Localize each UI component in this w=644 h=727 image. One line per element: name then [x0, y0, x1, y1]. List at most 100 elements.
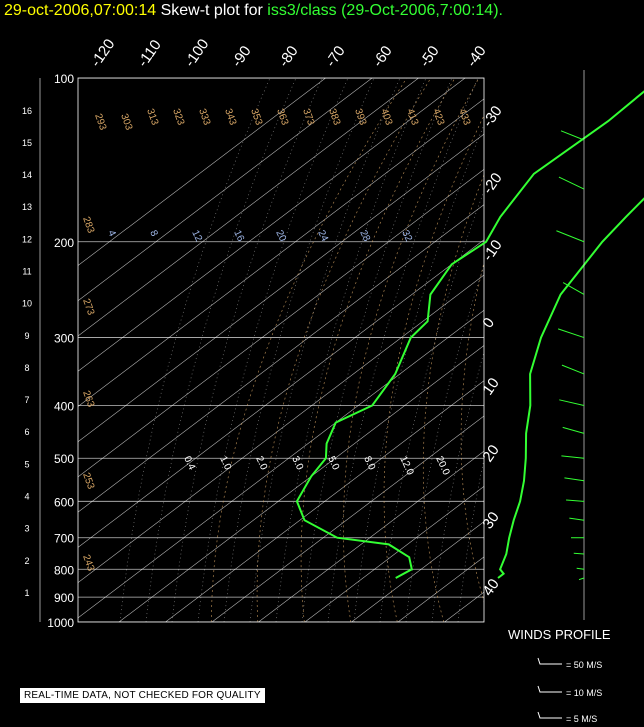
isotherm-label-right-1: -20: [479, 170, 505, 198]
winds-profile-label: WINDS PROFILE: [508, 627, 611, 642]
height-tick-16: 16: [22, 106, 32, 116]
mixing-ratio-line-6: [275, 78, 427, 622]
isentrope-label-top-2: 313: [144, 107, 160, 127]
pressure-tick-300: 300: [54, 332, 74, 346]
isotherm--120: [78, 133, 484, 443]
isotherm-0: [397, 556, 484, 622]
mixing-ratio-line-10: [379, 190, 484, 622]
height-tick-6: 6: [24, 427, 29, 437]
height-tick-12: 12: [22, 234, 32, 244]
mixing-label-lower-1: 1.0: [217, 455, 233, 473]
wind-barb-2: [556, 230, 585, 243]
isotherm-label-right-7: 40: [479, 576, 502, 599]
wind-barb-13: [573, 552, 585, 555]
isotherm-label-top-6: -60: [369, 43, 395, 71]
wind-barb-15: [578, 577, 585, 581]
pressure-tick-500: 500: [54, 452, 74, 466]
wind-barb-3: [562, 282, 585, 295]
isotherm-label-right-2: -10: [479, 237, 505, 265]
isotherm-10: [444, 591, 484, 622]
isotherm--20: [304, 486, 484, 622]
isentrope-label-top-3: 323: [170, 107, 186, 127]
mixing-label-lower-4: 5.0: [325, 455, 341, 473]
mixing-ratio-line-9: [353, 124, 484, 622]
isotherm-label-top-7: -50: [416, 43, 442, 71]
isotherm-20: [491, 78, 644, 622]
isotherm--140: [78, 78, 466, 372]
wind-barb-10: [566, 499, 585, 502]
height-tick-8: 8: [24, 363, 29, 373]
isentrope-293: [460, 261, 484, 603]
isotherm--30: [258, 450, 484, 622]
isentrope-label-top-4: 333: [196, 107, 212, 127]
isentrope-313: [533, 78, 599, 622]
isentrope-label-left-3: 253: [80, 471, 96, 491]
mixing-label-upper-2: 12: [189, 229, 204, 244]
mixing-label-lower-0: 0.4: [181, 455, 197, 473]
mixing-label-lower-5: 8.0: [361, 455, 377, 473]
isentrope-label-top-5: 343: [222, 107, 238, 127]
mixing-ratio-line-1: [145, 78, 297, 622]
chart-title: 29-oct-2006,07:00:14 Skew-t plot for iss…: [4, 2, 503, 20]
mixing-label-lower-2: 2.0: [253, 455, 269, 473]
wind-key-barb-5: [537, 711, 562, 719]
isentrope-label-left-2: 263: [80, 389, 96, 409]
wind-barb-5: [561, 364, 585, 375]
height-tick-4: 4: [24, 491, 29, 501]
mixing-ratio-line-3: [197, 78, 349, 622]
isotherm--80: [78, 274, 484, 583]
height-tick-11: 11: [22, 266, 31, 276]
isotherm-label-top-4: -80: [275, 43, 301, 71]
isentrope-263: [342, 78, 480, 622]
height-tick-5: 5: [24, 459, 29, 469]
isotherm-label-right-6: 30: [479, 509, 502, 532]
isotherm--100: [78, 204, 484, 513]
isotherm-label-top-3: -90: [228, 43, 254, 71]
isotherm-50: [631, 78, 644, 622]
isentrope-243: [256, 78, 432, 622]
mixing-label-upper-0: 4: [105, 229, 118, 239]
isotherm-label-top-2: -100: [181, 36, 212, 70]
wind-barb-0: [560, 130, 585, 141]
wind-key-5: = 5 M/S: [566, 714, 598, 724]
isotherm-label-top-0: -120: [87, 36, 118, 70]
isotherm-label-top-5: -70: [322, 43, 348, 71]
isotherm--90: [78, 239, 484, 548]
wind-barb-9: [564, 477, 585, 482]
series-dewpoint-line: [295, 90, 644, 579]
height-tick-10: 10: [22, 299, 32, 309]
isotherm--110: [78, 168, 484, 478]
wind-barb-14: [576, 567, 585, 570]
mixing-label-upper-6: 28: [357, 229, 372, 244]
isentrope-343: [633, 78, 644, 622]
isotherm--40: [211, 415, 484, 622]
mixing-label-upper-5: 24: [315, 229, 330, 244]
isotherm--50: [165, 380, 484, 622]
pressure-tick-800: 800: [54, 563, 74, 577]
isentrope-333: [601, 78, 644, 622]
mixing-ratio-line-2: [171, 78, 323, 622]
mixing-ratio-line-8: [327, 78, 479, 622]
mixing-label-upper-4: 20: [273, 229, 288, 244]
isotherm-label-top-1: -110: [134, 37, 165, 70]
height-tick-14: 14: [22, 170, 32, 180]
height-tick-3: 3: [24, 524, 29, 534]
mixing-ratio-line-13: [457, 457, 484, 622]
isentrope-283: [422, 173, 484, 622]
isentrope-label-left-0: 283: [80, 215, 96, 235]
isentrope-253: [300, 78, 456, 622]
wind-barb-6: [559, 399, 585, 407]
isotherm--10: [351, 521, 484, 622]
pressure-tick-900: 900: [54, 591, 74, 605]
plot-frame: [77, 77, 485, 623]
series-temperature-line: [497, 197, 644, 579]
mixing-ratio-line-4: [223, 78, 375, 622]
isotherm--70: [78, 309, 484, 619]
height-tick-7: 7: [24, 395, 29, 405]
isotherm--170: [78, 78, 326, 266]
pressure-tick-1000: 1000: [47, 616, 74, 630]
mixing-ratio-line-0: [119, 78, 271, 622]
isotherm-label-top-8: -40: [463, 43, 489, 71]
mixing-ratio-line-5: [249, 78, 401, 622]
pressure-tick-100: 100: [54, 72, 74, 86]
